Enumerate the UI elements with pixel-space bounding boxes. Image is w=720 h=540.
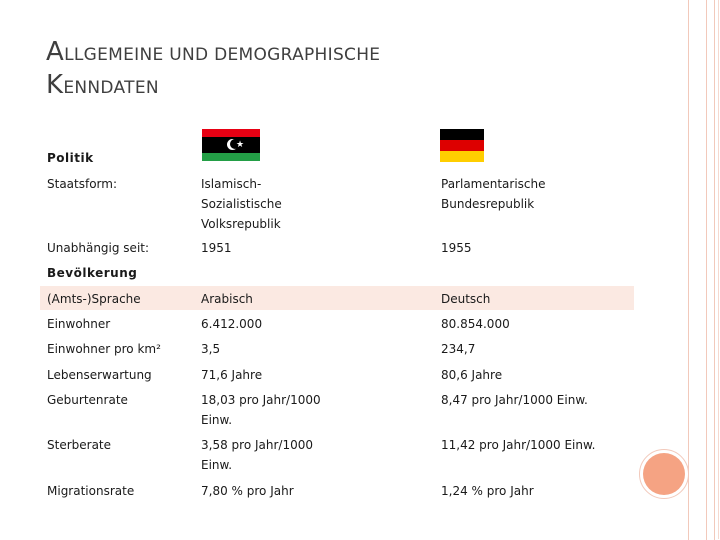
title-initial: A (46, 37, 65, 67)
row-label: Migrationsrate (47, 484, 135, 498)
libya-value: Volksrepublik (201, 217, 281, 231)
germany-value: Bundesrepublik (441, 197, 535, 211)
germany-value: 80.854.000 (441, 317, 510, 331)
row-label: Geburtenrate (47, 393, 128, 407)
decorative-line (706, 0, 707, 540)
germany-flag-icon (440, 129, 484, 162)
title-initial: K (46, 69, 64, 100)
decorative-line (714, 0, 715, 540)
row-label: Sterberate (47, 438, 112, 452)
title-text: ENNDATEN (63, 77, 159, 98)
libya-value: 18,03 pro Jahr/1000 (201, 393, 321, 407)
table-row-highlight (40, 286, 634, 310)
section-heading-bevoelkerung: Bevölkerung (47, 266, 138, 280)
title-text: LLGEMEINE UND DEMOGRAPHISCHE (64, 45, 381, 65)
libya-value: 6.412.000 (201, 317, 263, 331)
row-label: Lebenserwartung (47, 368, 152, 382)
libya-value: Einw. (201, 458, 233, 472)
libya-value: 3,5 (201, 342, 221, 356)
libya-value: 3,58 pro Jahr/1000 (201, 438, 313, 452)
germany-value: 1955 (441, 241, 472, 255)
libya-flag-icon: ★ (202, 129, 260, 161)
title-line-1: ALLGEMEINE UND DEMOGRAPHISCHE (46, 36, 380, 69)
row-label: Staatsform: (47, 177, 118, 191)
germany-value: 8,47 pro Jahr/1000 Einw. (441, 393, 588, 407)
germany-value: 1,24 % pro Jahr (441, 484, 534, 498)
row-label: (Amts-)Sprache (47, 292, 141, 306)
germany-value: Parlamentarische (441, 177, 546, 191)
decorative-line (688, 0, 689, 540)
germany-value: Deutsch (441, 292, 491, 306)
germany-value: 80,6 Jahre (441, 368, 503, 382)
libya-value: Islamisch- (201, 177, 262, 191)
section-heading-politik: Politik (47, 151, 94, 165)
row-label: Einwohner (47, 317, 111, 331)
libya-value: Einw. (201, 413, 233, 427)
libya-value: 7,80 % pro Jahr (201, 484, 294, 498)
germany-value: 234,7 (441, 342, 476, 356)
libya-value: Arabisch (201, 292, 253, 306)
row-label: Einwohner pro km² (47, 342, 161, 356)
title-line-2: KENNDATEN (46, 69, 380, 102)
libya-value: 71,6 Jahre (201, 368, 263, 382)
libya-value: 1951 (201, 241, 232, 255)
decorative-circle (643, 453, 685, 495)
libya-value: Sozialistische (201, 197, 282, 211)
germany-value: 11,42 pro Jahr/1000 Einw. (441, 438, 596, 452)
slide-title: ALLGEMEINE UND DEMOGRAPHISCHE KENNDATEN (46, 36, 380, 101)
row-label: Unabhängig seit: (47, 241, 150, 255)
